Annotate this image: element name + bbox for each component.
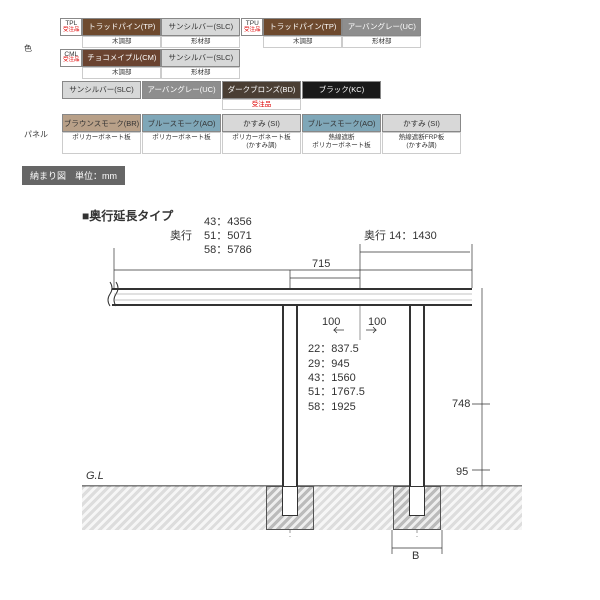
color-swatch: サンシルバー(SLC) [62,81,141,99]
panel-swatch: かすみ (SI) [222,114,301,132]
color-swatch: アーバングレー(UC) [142,81,221,99]
color-row-2: サンシルバー(SLC)アーバングレー(UC)ダークブロンズ(BD)受注品ブラック… [62,81,381,111]
dim-100-l: 100 [322,316,340,330]
panel-swatch: ブラウンスモーク(BR) [62,114,141,132]
color-swatch: サンシルバー(SLC) [161,49,240,67]
swatch-sublabel: 木調部 [82,67,161,79]
swatch-sublabel: 形材部 [342,36,421,48]
dim-748: 748 [452,398,470,412]
color-row-1: TPL受注品トラッドパイン(TP)サンシルバー(SLC)木調部形材部TPU受注品… [60,18,578,79]
panel-swatch: ブルースモーク(AO) [302,114,381,132]
panel-swatch: ブルースモーク(AO) [142,114,221,132]
post-left [282,306,298,486]
gl-label: G.L [86,470,104,482]
color-swatch: サンシルバー(SLC) [161,18,240,36]
diagram-lines [22,230,582,590]
swatch-note: 受注品 [222,99,301,111]
swatch-sublabel: 木調部 [263,36,342,48]
swatch-sublabel: 形材部 [161,67,240,79]
color-swatch: アーバングレー(UC) [342,18,421,36]
color-swatch: トラッドパイン(TP) [82,18,161,36]
dimension-diagram: 奥行 43：435651：507158：5786 奥行 14：1430 715 [22,230,582,590]
post-right [409,306,425,486]
panel-swatch: かすみ (SI) [382,114,461,132]
swatch-sublabel: 形材部 [161,36,240,48]
dim-b: B [412,550,419,564]
color-legend: 色 TPL受注品トラッドパイン(TP)サンシルバー(SLC)木調部形材部TPU受… [22,18,578,154]
row-label-color: 色 [22,18,60,79]
color-swatch: トラッドパイン(TP) [263,18,342,36]
post-stub-right [409,486,425,516]
panel-row: ブラウンスモーク(BR)ポリカーボネート板ブルースモーク(AO)ポリカーボネート… [62,114,461,154]
okuyuki-mid-list: 22：837.529：94543：156051：1767.558：1925 [308,342,365,413]
color-swatch: ダークブロンズ(BD) [222,81,301,99]
color-swatch: チョコメイプル(CM) [82,49,161,67]
banner-title: 納まり図 単位：mm [22,166,125,185]
swatch-sublabel: ポリカーボネート板 (かすみ調) [222,132,301,154]
swatch-sublabel: 熱線遮断FRP板 (かすみ調) [382,132,461,154]
swatch-sublabel: 木調部 [82,36,161,48]
section-title: ■奥行延長タイプ [82,207,578,224]
swatch-sublabel: ポリカーボネート板 [62,132,141,154]
color-code: TPU受注品 [241,18,263,36]
row-label-panel: パネル [22,114,62,154]
swatch-sublabel: 熱線遮断 ポリカーボネート板 [302,132,381,154]
color-code: TPL受注品 [60,18,82,36]
dim-95: 95 [456,466,468,480]
color-swatch: ブラック(KC) [302,81,381,99]
dim-100-r: 100 [368,316,386,330]
post-stub-left [282,486,298,516]
color-code: CML受注品 [60,49,82,67]
swatch-sublabel: ポリカーボネート板 [142,132,221,154]
